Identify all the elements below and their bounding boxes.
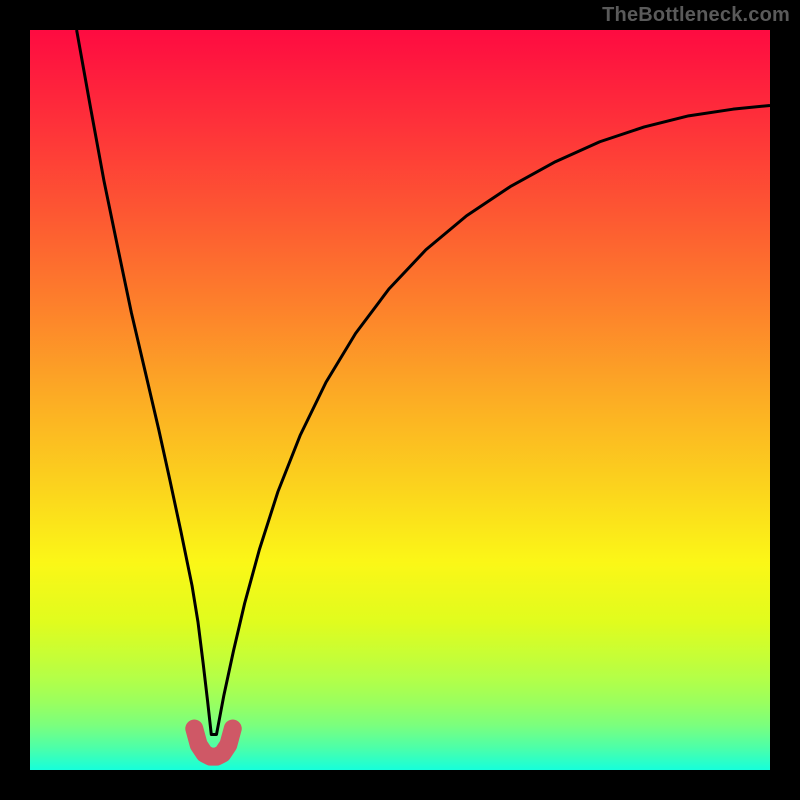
plot-background	[30, 30, 770, 770]
bottleneck-chart	[0, 0, 800, 800]
chart-container: TheBottleneck.com	[0, 0, 800, 800]
watermark-label: TheBottleneck.com	[602, 4, 790, 27]
